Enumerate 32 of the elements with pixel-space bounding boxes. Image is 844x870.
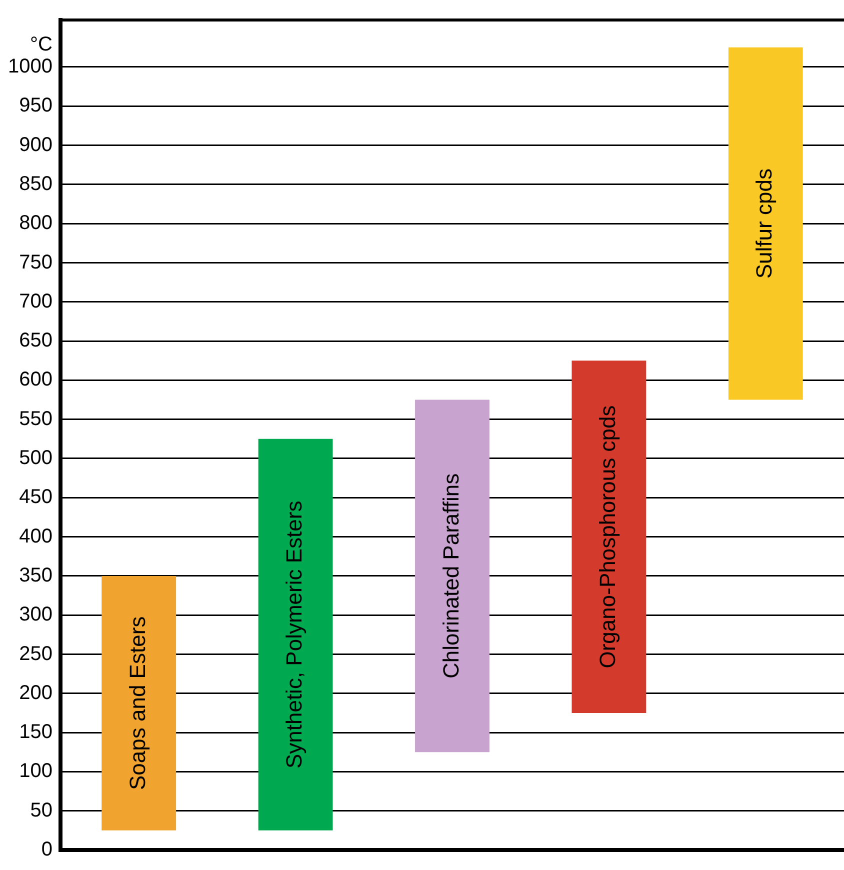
- y-tick-label: 200: [19, 682, 52, 704]
- y-tick-label: 250: [19, 642, 52, 665]
- y-tick-label: 100: [19, 760, 52, 782]
- y-tick-label: 800: [19, 212, 52, 234]
- x-tick-label: Soaps and Esters: [124, 616, 150, 790]
- y-tick-label: 400: [19, 525, 52, 548]
- x-tick-label: Organo-Phosphorous cpds: [595, 405, 620, 668]
- bar: [258, 438, 333, 830]
- bar: [728, 47, 803, 400]
- y-tick-label: 550: [19, 408, 52, 430]
- y-tick-label: 1000: [8, 55, 52, 78]
- y-tick-label: 450: [19, 486, 52, 508]
- x-tick-label: Synthetic, Polymeric Esters: [282, 500, 307, 769]
- y-tick-label: 150: [19, 721, 52, 744]
- y-tick-label: 750: [19, 251, 52, 274]
- x-tick-label: Sulfur cpds: [752, 168, 777, 279]
- bar: [102, 576, 176, 830]
- bar: [415, 400, 490, 752]
- y-tick-label: 0: [41, 838, 52, 861]
- y-axis-title: °C: [30, 33, 52, 56]
- bar: [572, 360, 646, 713]
- y-tick-label: 950: [19, 94, 52, 117]
- y-tick-label: 350: [19, 564, 52, 586]
- y-tick-label: 700: [19, 290, 52, 312]
- x-tick-label: Chlorinated Paraffins: [438, 473, 464, 678]
- y-tick-label: 300: [19, 604, 52, 626]
- y-tick-label: 850: [19, 172, 52, 195]
- y-tick-label: 900: [19, 134, 52, 156]
- y-tick-label: 500: [19, 447, 52, 470]
- y-tick-label: 650: [19, 330, 52, 352]
- y-tick-label: 600: [19, 368, 52, 391]
- y-tick-label: 50: [30, 799, 52, 822]
